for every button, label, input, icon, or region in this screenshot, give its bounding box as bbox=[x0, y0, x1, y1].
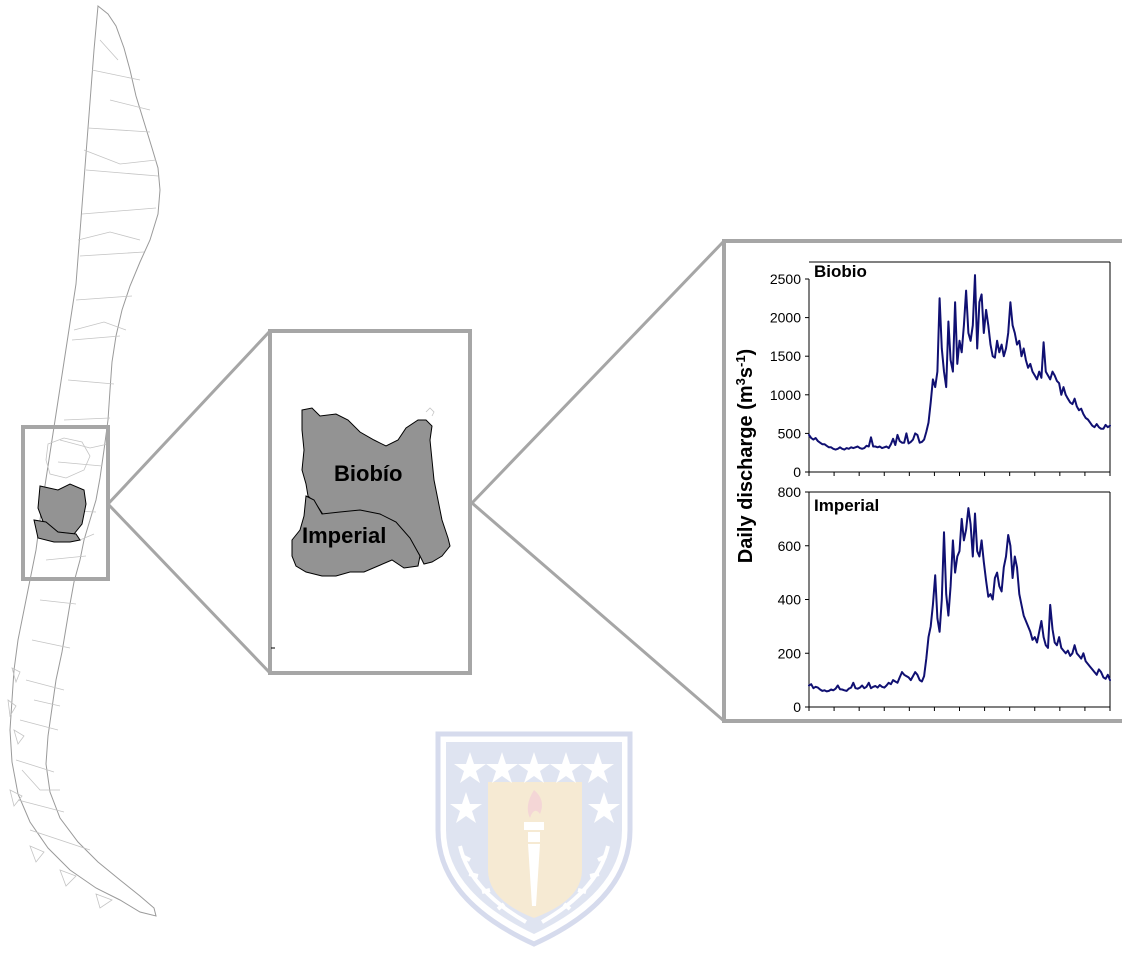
y-axis-label-mid: s bbox=[735, 367, 757, 378]
series-line-biobio-0 bbox=[808, 274, 1111, 451]
logo-shield-gold-field bbox=[488, 782, 582, 918]
y-tick-label-biobio-3: 1500 bbox=[770, 348, 801, 364]
y-tick-label-imperial-0: 0 bbox=[793, 699, 801, 715]
y-tick-label-biobio-5: 2500 bbox=[770, 271, 801, 287]
basin-map-panel: Biobío Imperial bbox=[268, 329, 472, 675]
series-group-biobio bbox=[808, 274, 1111, 451]
chile-basin-imperial-small bbox=[33, 519, 81, 543]
y-axis-label-end: ) bbox=[735, 349, 757, 356]
chile-southern-islands bbox=[7, 667, 113, 909]
chart-panel-imperial: 0 200 400 600 800 Imperial bbox=[778, 484, 1111, 715]
laurel-icon bbox=[458, 845, 610, 924]
university-logo-watermark bbox=[435, 731, 633, 947]
chart-frame bbox=[722, 239, 1122, 723]
y-ticks-biobio: 0 500 1000 1500 2000 2500 bbox=[770, 271, 809, 480]
chart-panel: Daily discharge (m3s-1) 0500100015002000… bbox=[722, 239, 1122, 723]
y-axis-label-text: Daily discharge (m bbox=[735, 385, 757, 563]
logo-shield-blue-field bbox=[446, 742, 622, 934]
chile-region-borders bbox=[15, 39, 159, 851]
map-label-imperial: Imperial bbox=[302, 523, 386, 548]
chart-panel-biobio: 0 500 1000 1500 2000 2500 Biobio bbox=[770, 261, 1111, 480]
callout-line-left bbox=[106, 329, 272, 675]
panel-label-biobio: Biobio bbox=[814, 262, 867, 281]
basin-inlet-mark bbox=[425, 407, 435, 417]
chile-basin-biobio-small bbox=[37, 483, 87, 535]
callout-line-right bbox=[470, 239, 726, 723]
y-axis-label-sup2: -1 bbox=[733, 355, 748, 367]
chile-country-outline bbox=[9, 5, 161, 917]
panel-label-imperial: Imperial bbox=[814, 496, 879, 515]
y-axis-label: Daily discharge (m3s-1) bbox=[733, 349, 757, 563]
y-tick-label-imperial-2: 400 bbox=[778, 592, 802, 608]
chile-map bbox=[7, 5, 161, 917]
chile-basin-outline-north bbox=[45, 437, 91, 479]
map-label-biobio: Biobío bbox=[334, 461, 402, 486]
y-tick-label-imperial-3: 600 bbox=[778, 538, 802, 554]
y-tick-label-imperial-4: 800 bbox=[778, 484, 802, 500]
series-line-imperial-0 bbox=[808, 507, 1111, 693]
y-tick-label-biobio-1: 500 bbox=[778, 425, 802, 441]
x-ticks-biobio bbox=[808, 472, 1111, 476]
x-ticks-imperial bbox=[808, 707, 1111, 711]
y-tick-label-imperial-1: 200 bbox=[778, 645, 802, 661]
series-group-imperial bbox=[808, 507, 1111, 693]
star-icon bbox=[450, 752, 620, 823]
y-tick-label-biobio-4: 2000 bbox=[770, 310, 801, 326]
basin-imperial bbox=[291, 495, 421, 577]
torch-icon bbox=[524, 790, 544, 906]
y-tick-label-biobio-2: 1000 bbox=[770, 387, 801, 403]
y-tick-label-biobio-0: 0 bbox=[793, 464, 801, 480]
y-ticks-imperial: 0 200 400 600 800 bbox=[778, 484, 809, 715]
y-axis-label-sup1: 3 bbox=[733, 378, 748, 385]
logo-shield-outline bbox=[435, 731, 633, 947]
